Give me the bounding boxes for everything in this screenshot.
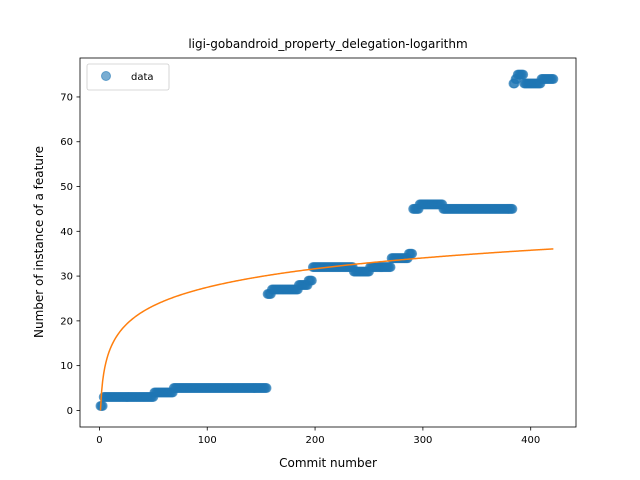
- y-tick-label: 30: [60, 272, 73, 283]
- y-tick-label: 20: [60, 316, 73, 327]
- chart-title: ligi-gobandroid_property_delegation-loga…: [188, 37, 467, 51]
- y-tick-label: 40: [60, 227, 73, 238]
- data-point: [261, 383, 272, 394]
- data-point: [548, 74, 559, 85]
- legend-label-data: data: [131, 72, 154, 83]
- y-axis-label: Number of instance of a feature: [32, 146, 46, 338]
- x-axis-label: Commit number: [279, 456, 377, 470]
- axis-ticks: 0 100 200 300 400 0 10 20 30 40 50 60 70: [60, 92, 540, 446]
- x-tick-label: 200: [306, 435, 325, 446]
- y-tick-label: 60: [60, 137, 73, 148]
- x-tick-label: 300: [413, 435, 432, 446]
- plot-frame: [79, 57, 577, 428]
- legend: data: [86, 63, 170, 91]
- data-point: [306, 275, 317, 286]
- data-point: [407, 248, 418, 259]
- data-point: [385, 262, 396, 273]
- x-tick-label: 0: [96, 435, 102, 446]
- y-tick-label: 0: [67, 406, 73, 417]
- y-tick-label: 70: [60, 92, 73, 103]
- legend-marker-data: [101, 71, 111, 81]
- fit-line: [99, 248, 554, 411]
- plot-area: [95, 69, 559, 411]
- y-tick-label: 50: [60, 182, 73, 193]
- data-point: [97, 400, 108, 411]
- data-point: [518, 69, 529, 80]
- data-point: [507, 203, 518, 214]
- x-tick-label: 100: [198, 435, 217, 446]
- x-tick-label: 400: [521, 435, 540, 446]
- legend-box: [86, 63, 170, 91]
- y-tick-label: 10: [60, 361, 73, 372]
